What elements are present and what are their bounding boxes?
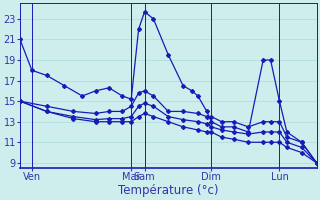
X-axis label: Température (°c): Température (°c) — [118, 184, 219, 197]
